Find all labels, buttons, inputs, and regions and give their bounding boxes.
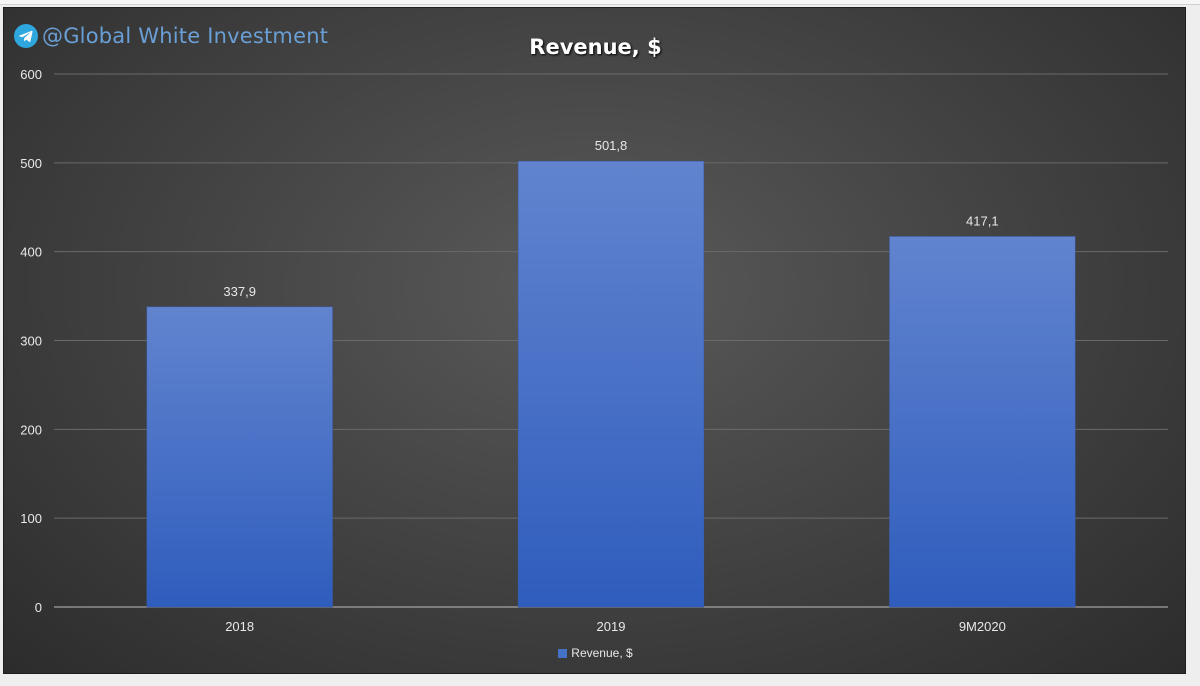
bar[interactable] [889, 236, 1076, 608]
data-label: 417,1 [966, 213, 999, 228]
x-tick-label: 9M2020 [959, 619, 1006, 634]
watermark-text: @Global White Investment [42, 24, 329, 48]
bar[interactable] [146, 306, 333, 608]
chart-title: Revenue, $ [529, 35, 662, 59]
telegram-icon [14, 24, 38, 48]
x-tick-label: 2019 [597, 619, 626, 634]
y-tick-label: 500 [20, 156, 42, 171]
bar[interactable] [517, 160, 705, 608]
y-tick-label: 600 [20, 67, 42, 82]
window-top-strip [0, 0, 1200, 5]
legend-swatch [558, 648, 568, 658]
chart-plot: 0 100 200 300 400 500 600 337,9 2018 501,8 2019 417… [20, 67, 1168, 634]
y-tick-label: 100 [20, 511, 42, 526]
watermark: @Global White Investment [14, 22, 328, 50]
y-tick-label: 0 [35, 600, 42, 615]
chart-area: 0 100 200 300 400 500 600 337,9 2018 501,8 2019 417… [3, 7, 1186, 674]
data-label: 337,9 [223, 284, 256, 299]
x-tick-label: 2018 [225, 619, 254, 634]
data-label: 501,8 [595, 138, 628, 153]
y-tick-label: 300 [20, 334, 42, 349]
legend[interactable]: Revenue, $ [4, 646, 1185, 660]
legend-label: Revenue, $ [571, 646, 633, 660]
y-tick-label: 200 [20, 422, 42, 437]
y-tick-label: 400 [20, 245, 42, 260]
